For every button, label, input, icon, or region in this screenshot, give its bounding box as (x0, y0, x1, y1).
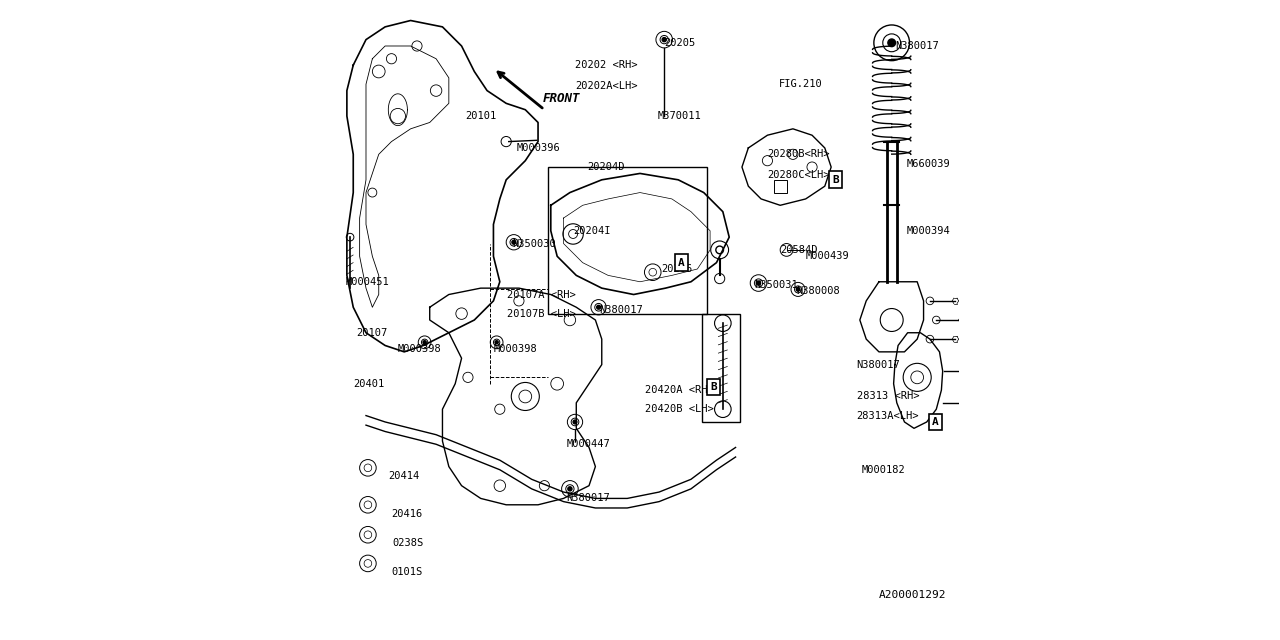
Text: A200001292: A200001292 (878, 590, 946, 600)
Circle shape (596, 305, 600, 309)
Text: M000398: M000398 (493, 344, 538, 354)
Text: 20280C<LH>: 20280C<LH> (768, 170, 829, 180)
Text: 0238S: 0238S (393, 538, 424, 548)
Circle shape (422, 340, 426, 344)
Text: M000439: M000439 (805, 252, 850, 261)
Text: FIG.210: FIG.210 (780, 79, 823, 89)
Text: M000394: M000394 (906, 226, 950, 236)
Text: 20584D: 20584D (781, 245, 818, 255)
Text: B: B (832, 175, 838, 185)
Circle shape (796, 287, 800, 291)
Circle shape (512, 241, 516, 244)
Text: M000447: M000447 (567, 439, 611, 449)
Text: N380017: N380017 (895, 41, 938, 51)
Text: 20280B<RH>: 20280B<RH> (768, 149, 829, 159)
Text: 20204I: 20204I (573, 226, 611, 236)
Text: 28313 <RH>: 28313 <RH> (856, 392, 919, 401)
Text: N350030: N350030 (512, 239, 557, 248)
Circle shape (662, 38, 667, 42)
Text: A: A (932, 417, 940, 427)
Text: M000398: M000398 (398, 344, 442, 354)
Text: 20101: 20101 (465, 111, 497, 121)
Text: M000182: M000182 (861, 465, 905, 475)
Circle shape (716, 246, 723, 253)
Text: 20420A <RH>: 20420A <RH> (645, 385, 714, 395)
Text: N350031: N350031 (755, 280, 799, 290)
Text: M370011: M370011 (657, 111, 701, 121)
Text: N380017: N380017 (856, 360, 900, 370)
Text: A: A (678, 258, 685, 268)
Text: 28313A<LH>: 28313A<LH> (856, 411, 919, 420)
Text: N380017: N380017 (567, 493, 611, 504)
Text: 20205: 20205 (664, 38, 695, 48)
Text: 20401: 20401 (353, 379, 384, 388)
Text: M660039: M660039 (906, 159, 950, 169)
Text: 20107A <RH>: 20107A <RH> (507, 289, 576, 300)
Text: 20202 <RH>: 20202 <RH> (575, 60, 637, 70)
Text: B: B (710, 382, 717, 392)
Text: 20107: 20107 (356, 328, 388, 338)
Text: 20416: 20416 (392, 509, 422, 519)
Text: 20206: 20206 (660, 264, 692, 274)
Circle shape (568, 487, 572, 491)
Text: 20420B <LH>: 20420B <LH> (645, 404, 714, 414)
Circle shape (573, 420, 577, 424)
Text: 20202A<LH>: 20202A<LH> (575, 81, 637, 90)
Text: FRONT: FRONT (543, 92, 581, 105)
Text: 0101S: 0101S (392, 566, 422, 577)
Text: 20204D: 20204D (588, 162, 625, 172)
Text: 20414: 20414 (388, 471, 420, 481)
Circle shape (756, 281, 760, 285)
Circle shape (495, 340, 498, 344)
Text: N380008: N380008 (796, 286, 840, 296)
Text: N380017: N380017 (599, 305, 643, 316)
Text: 20107B <LH>: 20107B <LH> (507, 308, 576, 319)
Text: M000396: M000396 (516, 143, 561, 153)
Circle shape (888, 39, 896, 47)
Text: M000451: M000451 (346, 276, 389, 287)
